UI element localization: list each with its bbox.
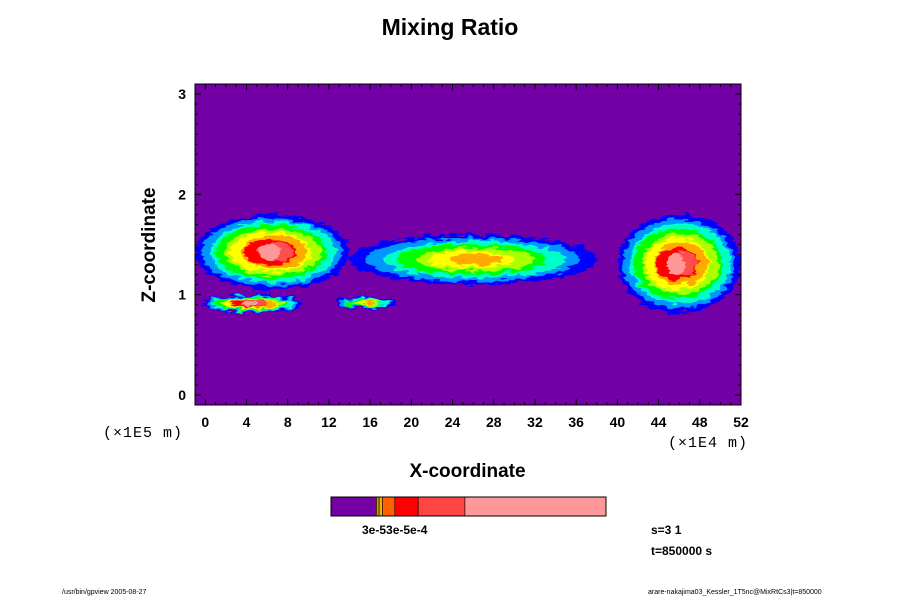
- x-tick-label: 12: [321, 414, 337, 430]
- footer-left: /usr/bin/gpview 2005-08-27: [62, 589, 147, 596]
- x-axis-unit-note: (×1E4 m): [668, 435, 749, 452]
- colorbar-segment: [378, 496, 383, 517]
- heatmap-feature-lower-strip-mid: [334, 296, 397, 309]
- heatmap-feature-layer-east: [617, 214, 741, 313]
- heatmap-band: [361, 301, 375, 305]
- y-tick-label: 0: [178, 387, 186, 403]
- x-tick-label: 44: [651, 414, 667, 430]
- time-label: t=850000 s: [651, 544, 713, 558]
- x-tick-label: 4: [243, 414, 251, 430]
- colorbar-segment: [376, 496, 380, 517]
- run-info: s=3 1 t=850000 s: [651, 520, 712, 562]
- colorbar-tick-labels: 3e-53e-5e-4: [362, 523, 428, 537]
- x-tick-label: 52: [733, 414, 749, 430]
- y-axis-unit-note: (×1E5 m): [103, 425, 184, 442]
- heatmap-feature-layer-center: [349, 234, 598, 285]
- colorbar-segment: [382, 496, 396, 517]
- chart-title: Mixing Ratio: [381, 14, 519, 40]
- x-tick-label: 8: [284, 414, 292, 430]
- x-tick-label: 40: [610, 414, 626, 430]
- x-tick-label: 20: [404, 414, 420, 430]
- y-tick-label: 2: [178, 186, 186, 202]
- x-tick-label: 32: [527, 414, 543, 430]
- x-tick-label: 16: [362, 414, 378, 430]
- y-tick-label: 3: [178, 86, 186, 102]
- y-tick-label: 1: [178, 287, 186, 303]
- y-axis-label: Z-coordinate: [139, 187, 160, 303]
- heatmap-band: [450, 254, 503, 266]
- x-axis-label: X-coordinate: [409, 461, 526, 482]
- x-tick-label: 0: [201, 414, 209, 430]
- footer-right: arare-nakajima03_Kessler_1T5nc@MixRtCs3|…: [648, 589, 822, 596]
- x-tick-label: 36: [568, 414, 584, 430]
- heatmap-band: [257, 243, 281, 261]
- x-tick-label: 24: [445, 414, 461, 430]
- x-tick-label: 28: [486, 414, 502, 430]
- colorbar-segment: [394, 496, 419, 517]
- heatmap-feature-layer-west: [195, 214, 350, 290]
- colorbar-segment: [464, 496, 607, 517]
- colorbar-frame: [330, 496, 607, 517]
- colorbar-segment: [330, 496, 377, 517]
- heatmap-feature-lower-strip-west: [200, 294, 304, 313]
- heatmap-band: [666, 252, 686, 275]
- step-label: s=3 1: [651, 523, 682, 537]
- colorbar-segment: [417, 496, 466, 517]
- heatmap-band: [240, 301, 257, 306]
- x-tick-label: 48: [692, 414, 708, 430]
